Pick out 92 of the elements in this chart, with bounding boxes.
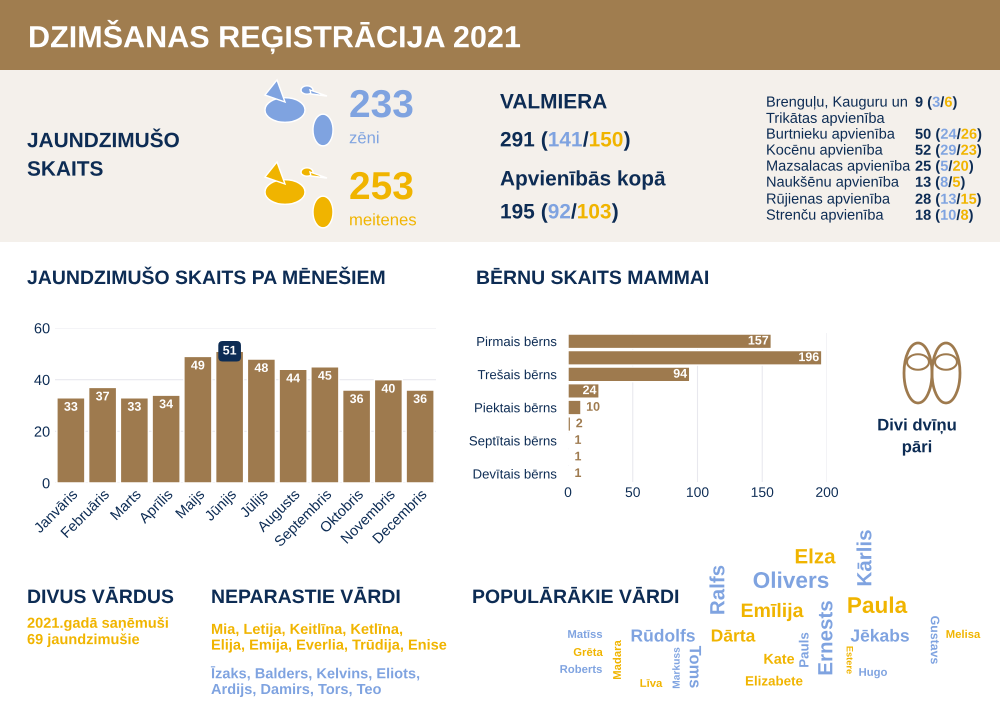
data-label: 2 xyxy=(576,418,582,428)
text: Paula xyxy=(848,596,908,614)
text: Līva xyxy=(640,679,662,688)
text: Estere xyxy=(846,646,853,674)
text: 2021.gadā saņēmuši 69 jaundzimušie xyxy=(28,616,168,648)
text: Īzaks, Balders, Kelvins, Eliots, Ardijs, Damirs, Tors, Teo xyxy=(210,666,420,698)
text: Strenču apvienība xyxy=(766,209,884,223)
text: Brenguļu, Kauguru un Trikātas apvienība xyxy=(766,96,907,126)
y-tick-label: 40 xyxy=(34,374,50,386)
data-label: 157 xyxy=(748,336,768,345)
text: Kārlis xyxy=(856,530,872,586)
text: Burtnieku apvienība xyxy=(767,128,895,142)
text: meitenes xyxy=(350,213,416,226)
x-tick-label: 150 xyxy=(752,487,774,498)
text: Jēkabs xyxy=(850,628,909,642)
data-label: 24 xyxy=(583,385,596,394)
data-label: 1 xyxy=(575,435,582,444)
y-tick-label: Pirmais bērns xyxy=(477,336,556,346)
data-label: 196 xyxy=(799,352,819,362)
data-label: 33 xyxy=(128,402,141,411)
y-tick-label: Devītais bērns xyxy=(474,468,556,479)
text: Rūdolfs xyxy=(632,628,695,642)
text: Gustavs xyxy=(930,616,940,664)
text: 25 (5/20) xyxy=(916,160,974,174)
data-label: 40 xyxy=(382,384,395,393)
text: 233 xyxy=(350,90,412,118)
text: Toms xyxy=(690,646,702,688)
data-label: 48 xyxy=(254,363,268,372)
text: Kate xyxy=(764,654,794,664)
text: Madara xyxy=(612,640,622,680)
y-tick-label: Piektais bērns xyxy=(475,402,556,412)
data-label: 49 xyxy=(191,360,204,370)
text: 50 (24/26) xyxy=(915,128,982,142)
x-tick-label: 50 xyxy=(626,487,640,498)
x-tick-label: 200 xyxy=(816,487,838,498)
x-tick-label: 100 xyxy=(686,487,709,498)
text: Ernests xyxy=(818,601,833,674)
text: NEPARASTIE VĀRDI xyxy=(212,586,400,604)
text: POPULĀRĀKIE VĀRDI xyxy=(473,586,678,604)
text: Hugo xyxy=(859,668,887,678)
chart-title: BĒRNU SKAITS MAMMAI xyxy=(477,268,708,284)
text: 18 (10/8) xyxy=(916,209,973,223)
text: Roberts xyxy=(560,664,602,674)
text: Emīlija xyxy=(742,602,804,622)
y-tick-label: Septītais bērns xyxy=(469,436,556,448)
data-label: 36 xyxy=(413,394,427,404)
data-label: 1 xyxy=(575,468,582,477)
text: DIVUS VĀRDUS xyxy=(28,586,174,604)
text: Elza xyxy=(796,548,836,564)
text: 195 (92/103) xyxy=(501,203,618,223)
text: Pauls xyxy=(798,632,809,667)
text: Mazsalacas apvienība xyxy=(767,160,910,174)
text: VALMIERA xyxy=(500,94,607,108)
text: Melisa xyxy=(946,630,980,638)
text: 28 (13/15) xyxy=(916,193,981,207)
text: Grēta xyxy=(574,648,603,656)
data-label: 36 xyxy=(350,394,364,404)
data-label: 94 xyxy=(674,368,688,378)
chart-title: JAUNDZIMUŠO SKAITS PA MĒNEŠIEM xyxy=(27,266,384,284)
text: Matīss xyxy=(568,630,602,638)
text: Naukšēnu apvienība xyxy=(767,176,899,190)
text: Rūjienas apvienība xyxy=(767,193,890,207)
text: Dārta xyxy=(712,630,756,642)
y-tick-label: 0 xyxy=(42,478,50,488)
text: Mia, Letija, Keitlīna, Ketlīna, Elija, Emija, Everlia, Trūdija, Enise xyxy=(212,623,446,653)
text: DZIMŠANAS REĢISTRĀCIJA 2021 xyxy=(30,20,520,54)
text: Ralfs xyxy=(709,566,725,614)
y-tick-label: 60 xyxy=(34,323,50,334)
x-tick-label: 0 xyxy=(564,487,572,498)
text: zēni xyxy=(350,131,378,144)
text: Olivers xyxy=(754,571,828,588)
text: 253 xyxy=(350,172,412,200)
data-label: 33 xyxy=(64,402,78,411)
text: Elizabete xyxy=(746,676,803,686)
text: JAUNDZIMUŠO SKAITS xyxy=(27,128,179,176)
data-label: 10 xyxy=(586,402,600,411)
text: 13 (8/5) xyxy=(916,176,965,190)
data-label: 45 xyxy=(318,371,332,380)
text: Apvienībās kopā xyxy=(500,170,666,190)
text: 291 (141/150) xyxy=(500,131,630,151)
y-tick-label: Trešais bērns xyxy=(478,370,556,380)
text: Markuss xyxy=(672,648,680,688)
text: Kocēnu apvienība xyxy=(767,144,883,158)
data-label: 51 xyxy=(223,346,236,355)
data-label: 1 xyxy=(575,452,582,460)
y-tick-label: 20 xyxy=(34,426,50,437)
text: 9 (3/6) xyxy=(916,96,957,110)
text: 52 (29/23) xyxy=(915,144,982,158)
data-label: 44 xyxy=(286,374,300,382)
text: Divi dvīņu pāri xyxy=(878,418,956,456)
data-label: 37 xyxy=(96,392,110,400)
data-label: 34 xyxy=(159,399,174,408)
